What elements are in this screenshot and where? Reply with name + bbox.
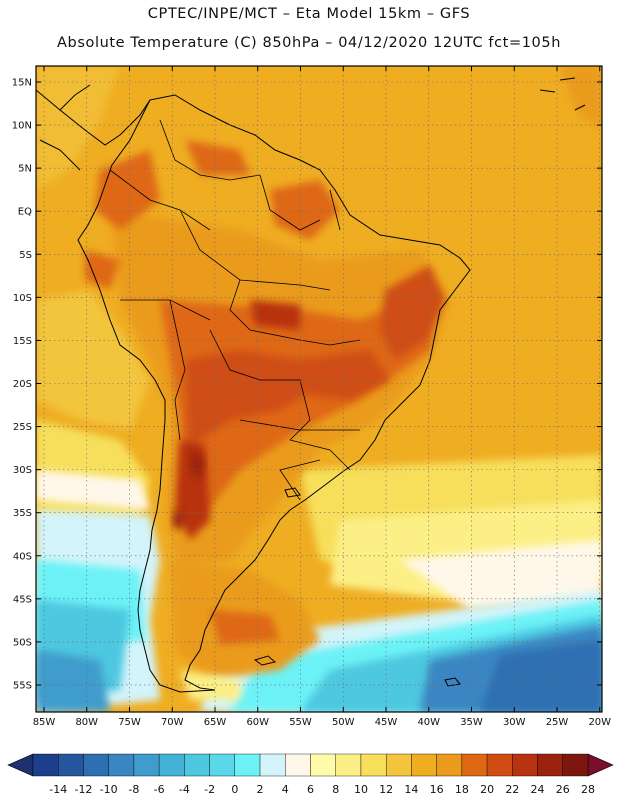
- lon-label: 25W: [546, 717, 569, 728]
- colorbar-swatch: [58, 753, 84, 777]
- colorbar-label: 14: [404, 783, 418, 796]
- lat-label: 35S: [13, 508, 32, 519]
- colorbar-swatch: [285, 753, 311, 777]
- colorbar-label: -4: [179, 783, 190, 796]
- map-frame: [35, 65, 603, 713]
- lat-label: 15N: [12, 78, 32, 89]
- colorbar-label: 20: [480, 783, 494, 796]
- colorbar-label: 28: [581, 783, 595, 796]
- colorbar-swatch: [158, 753, 185, 777]
- lat-label: 10S: [13, 293, 32, 304]
- colorbar-label: 26: [556, 783, 570, 796]
- colorbar-over-triangle: [587, 753, 614, 777]
- country-borders: [109, 119, 361, 501]
- colorbar-label: 24: [531, 783, 545, 796]
- colorbar-label: -2: [204, 783, 215, 796]
- colorbar-under-triangle: [7, 753, 34, 777]
- lon-label: 45W: [375, 717, 398, 728]
- lon-label: 30W: [503, 717, 526, 728]
- colorbar-swatch: [133, 753, 160, 777]
- lat-label: 25S: [13, 422, 32, 433]
- temperature-field: [36, 66, 602, 712]
- colorbar-swatch: [108, 753, 135, 777]
- lat-label: 10N: [12, 121, 32, 132]
- colorbar-label: -8: [128, 783, 139, 796]
- lon-label: 50W: [332, 717, 355, 728]
- lat-label: EQ: [18, 207, 32, 218]
- lat-label: 50S: [13, 637, 32, 648]
- central-america-coastline: [36, 84, 151, 171]
- latitude-axis: 15N 10N 5N EQ 5S 10S 15S 20S 25S 30S 35S 40S 45S 50S 5…: [12, 78, 602, 691]
- lon-label: 55W: [289, 717, 312, 728]
- south-america-coastline: [77, 94, 471, 693]
- colorbar-label: 10: [354, 783, 368, 796]
- lon-label: 80W: [75, 717, 98, 728]
- colorbar-label: 8: [332, 783, 339, 796]
- colorbar-label: 4: [282, 783, 289, 796]
- colorbar-swatch: [184, 753, 210, 777]
- lon-label: 70W: [161, 717, 184, 728]
- colorbar-swatch: [537, 753, 563, 777]
- colorbar-swatch: [385, 753, 412, 777]
- colorbar-label: -14: [49, 783, 67, 796]
- lon-label: 65W: [204, 717, 227, 728]
- lon-label: 60W: [246, 717, 269, 728]
- lat-label: 5N: [18, 164, 32, 175]
- chart-title-line-2: Absolute Temperature (C) 850hPa – 04/12/…: [57, 35, 561, 51]
- colorbar-label: -6: [154, 783, 165, 796]
- lat-label: 20S: [13, 379, 32, 390]
- colorbar-swatch: [562, 753, 589, 777]
- colorbar-swatch: [512, 753, 538, 777]
- colorbar-swatch: [83, 753, 109, 777]
- lon-label: 85W: [33, 717, 56, 728]
- lat-label: 40S: [13, 551, 32, 562]
- colorbar-swatch: [486, 753, 513, 777]
- colorbar-swatch: [436, 753, 463, 777]
- lat-label: 15S: [13, 336, 32, 347]
- colorbar-label: 12: [379, 783, 393, 796]
- colorbar-label: 16: [430, 783, 444, 796]
- coastlines: [36, 77, 586, 693]
- colorbar-label: 2: [257, 783, 264, 796]
- colorbar-label: 6: [307, 783, 314, 796]
- colorbar-swatch: [234, 753, 261, 777]
- colorbar-swatch: [310, 753, 336, 777]
- lon-label: 20W: [588, 717, 611, 728]
- colorbar-label: -12: [74, 783, 92, 796]
- lat-label: 30S: [13, 465, 32, 476]
- colorbar-swatch: [411, 753, 437, 777]
- chart-title-line-1: CPTEC/INPE/MCT – Eta Model 15km – GFS: [147, 6, 471, 22]
- lat-label: 55S: [13, 680, 32, 691]
- lat-label: 5S: [19, 250, 32, 261]
- lon-label: 35W: [460, 717, 483, 728]
- lon-label: 40W: [417, 717, 440, 728]
- colorbar-swatch: [461, 753, 488, 777]
- colorbar-swatch: [335, 753, 362, 777]
- lon-label: 75W: [118, 717, 141, 728]
- colorbar-swatch: [360, 753, 387, 777]
- longitude-axis: 85W 80W 75W 70W 65W 60W 55W 50W 45W 40W 35W 30W 25W 2…: [33, 66, 611, 728]
- colorbar-swatch: [259, 753, 286, 777]
- lat-label: 45S: [13, 594, 32, 605]
- colorbar-swatch: [32, 753, 59, 777]
- colorbar-label: 22: [505, 783, 519, 796]
- colorbar-label: -10: [100, 783, 118, 796]
- colorbar-label: 18: [455, 783, 469, 796]
- colorbar-swatch: [209, 753, 236, 777]
- colorbar: -14 -12 -10 -8 -6 -4 -2 0 2 4 6 8 10 12 14 16 18 20 22 24 26…: [7, 753, 614, 796]
- colorbar-label: 0: [231, 783, 238, 796]
